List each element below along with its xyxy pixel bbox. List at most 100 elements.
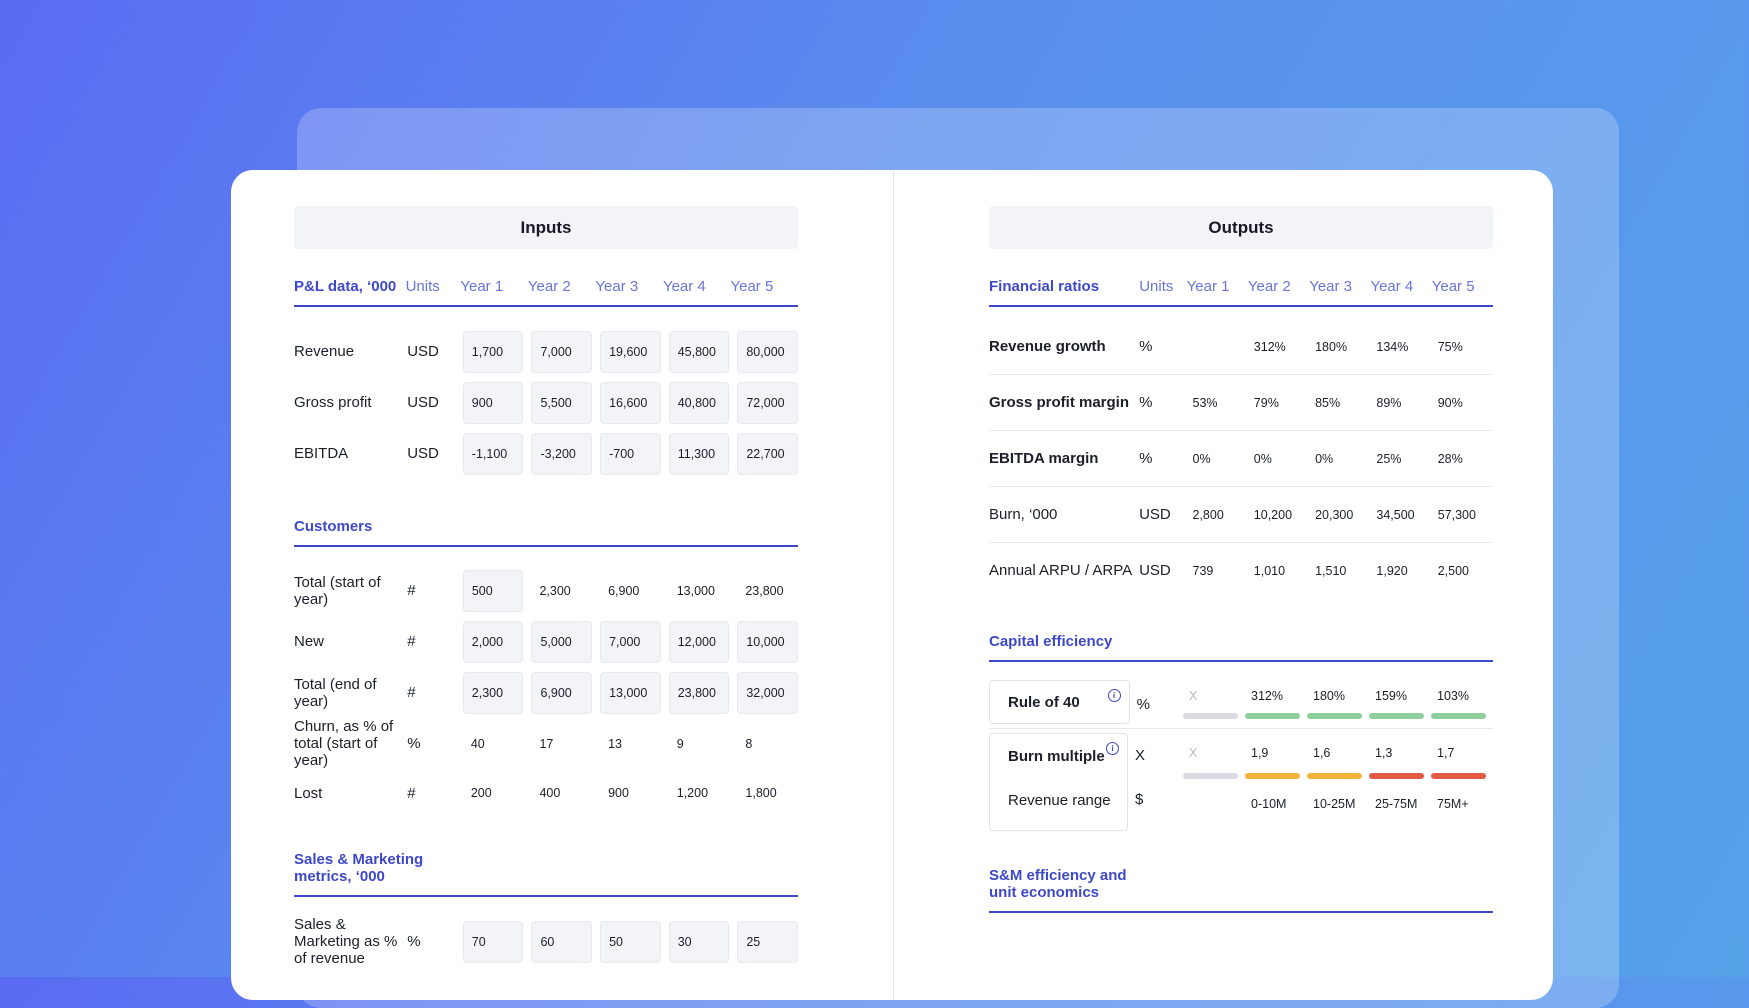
input-cell[interactable]: -700 bbox=[600, 432, 661, 475]
value-cell: 13,000 bbox=[676, 583, 715, 598]
input-cell[interactable]: 72,000 bbox=[737, 381, 798, 424]
input-cell[interactable]: 12,000 bbox=[668, 620, 730, 663]
row-unit: % bbox=[1139, 338, 1153, 355]
input-cell[interactable]: 7,000 bbox=[600, 620, 661, 663]
value-cell: 1,7 bbox=[1437, 746, 1455, 760]
value-cell: 1,800 bbox=[745, 786, 777, 800]
input-cell[interactable]: 16,600 bbox=[600, 381, 661, 424]
input-cell[interactable]: 23,800 bbox=[668, 671, 730, 714]
row-label: Burn, ‘000 bbox=[989, 506, 1058, 523]
pl-header: P&L data, ‘000 Units Year 1 Year 2 Year … bbox=[294, 257, 798, 307]
customers-row-lost: Lost # 200 400 900 1,200 1,800 bbox=[294, 769, 798, 817]
year-2-header: Year 2 bbox=[527, 278, 571, 295]
info-icon[interactable]: i bbox=[1106, 742, 1119, 755]
value-cell: 200 bbox=[470, 786, 492, 800]
input-cell[interactable]: 45,800 bbox=[668, 330, 730, 373]
input-cell[interactable]: 32,000 bbox=[737, 671, 798, 714]
input-cell[interactable]: 25 bbox=[737, 920, 798, 963]
burn-units: X $ bbox=[1135, 733, 1183, 835]
input-cell[interactable]: 900 bbox=[462, 381, 524, 424]
input-cell[interactable]: 500 bbox=[462, 569, 524, 612]
row-unit: USD bbox=[1139, 506, 1171, 523]
row-label: Gross profit bbox=[294, 394, 372, 411]
input-cell[interactable]: 50 bbox=[600, 920, 661, 963]
burn-multiple-badge[interactable]: Burn multiple i Revenue range bbox=[989, 733, 1128, 831]
input-cell[interactable]: 22,700 bbox=[737, 432, 798, 475]
value-cell: 103% bbox=[1437, 689, 1469, 703]
value-cell: 40 bbox=[470, 736, 485, 751]
row-label: Sales & Marketing as % of revenue bbox=[294, 916, 398, 967]
input-cell[interactable]: -1,100 bbox=[462, 432, 524, 475]
value-cell: 180% bbox=[1315, 339, 1348, 354]
value-cell: 180% bbox=[1313, 689, 1345, 703]
inputs-panel: Inputs P&L data, ‘000 Units Year 1 Year … bbox=[294, 206, 798, 967]
value-cell: X bbox=[1189, 689, 1198, 703]
input-cell[interactable]: 30 bbox=[668, 920, 730, 963]
value-cell: 134% bbox=[1376, 339, 1409, 354]
rule-of-40-badge[interactable]: Rule of 40 i bbox=[989, 680, 1130, 724]
input-cell[interactable]: -3,200 bbox=[531, 432, 593, 475]
customers-header: Customers bbox=[294, 497, 798, 547]
row-label: Total (start of year) bbox=[294, 573, 381, 608]
input-cell[interactable]: 2,000 bbox=[462, 620, 524, 663]
value-cell: 159% bbox=[1375, 689, 1407, 703]
value-cell: 13 bbox=[608, 736, 623, 751]
customers-section-title: Customers bbox=[294, 518, 373, 535]
input-cell[interactable]: 70 bbox=[462, 920, 524, 963]
outputs-panel: Outputs Financial ratios Units Year 1 Ye… bbox=[989, 206, 1493, 913]
inputs-title: Inputs bbox=[294, 206, 798, 249]
row-label: Total (end of year) bbox=[294, 675, 377, 710]
row-unit: X bbox=[1135, 746, 1146, 764]
value-cell: 1,200 bbox=[676, 786, 709, 800]
input-cell[interactable]: 7,000 bbox=[531, 330, 593, 373]
sales-row-sm-pct: Sales & Marketing as % of revenue % 70 6… bbox=[294, 916, 798, 967]
value-cell: 6,900 bbox=[608, 583, 640, 598]
input-cell[interactable]: 80,000 bbox=[737, 330, 798, 373]
sales-header: Sales & Marketing metrics, ‘000 bbox=[294, 837, 798, 897]
value-cell: 1,510 bbox=[1315, 563, 1347, 578]
input-cell[interactable]: 40,800 bbox=[668, 381, 730, 424]
value-cell: 312% bbox=[1251, 689, 1283, 703]
customers-row-churn: Churn, as % of total (start of year) % 4… bbox=[294, 718, 798, 769]
input-cell[interactable]: 10,000 bbox=[737, 620, 798, 663]
input-cell[interactable]: 6,900 bbox=[531, 671, 593, 714]
year-1-header: Year 1 bbox=[460, 278, 504, 295]
score-bar bbox=[1183, 773, 1238, 779]
value-cell: 57,300 bbox=[1437, 507, 1476, 522]
year-3-header: Year 3 bbox=[1309, 278, 1353, 295]
input-cell[interactable]: 60 bbox=[531, 920, 593, 963]
input-cell[interactable]: 5,000 bbox=[531, 620, 593, 663]
input-cell[interactable]: 1,700 bbox=[462, 330, 524, 373]
pl-row-gross-profit: Gross profit USD 900 5,500 16,600 40,800… bbox=[294, 377, 798, 428]
burn-multiple-row: Burn multiple i Revenue range X $ X 1,9 … bbox=[989, 733, 1493, 835]
year-3-header: Year 3 bbox=[595, 278, 639, 295]
score-bar bbox=[1369, 713, 1424, 719]
row-label: New bbox=[294, 633, 325, 650]
panel-divider bbox=[893, 170, 894, 1000]
score-bar bbox=[1245, 773, 1300, 779]
row-unit: # bbox=[407, 582, 416, 599]
row-label: EBITDA bbox=[294, 445, 349, 462]
pl-row-revenue: Revenue USD 1,700 7,000 19,600 45,800 80… bbox=[294, 326, 798, 377]
input-cell[interactable]: 2,300 bbox=[462, 671, 524, 714]
input-cell[interactable]: 13,000 bbox=[600, 671, 661, 714]
info-icon[interactable]: i bbox=[1107, 689, 1121, 702]
value-cell: 8 bbox=[745, 736, 753, 751]
capital-section-title: Capital efficiency bbox=[989, 633, 1113, 650]
input-cell[interactable]: 5,500 bbox=[531, 381, 593, 424]
input-cell[interactable]: 11,300 bbox=[668, 432, 730, 475]
row-unit: # bbox=[407, 784, 416, 802]
range-cell: 75M+ bbox=[1437, 797, 1469, 811]
value-cell: 79% bbox=[1253, 395, 1279, 410]
row-label: Lost bbox=[294, 784, 323, 802]
value-cell: 34,500 bbox=[1376, 507, 1415, 522]
sm-section-title: S&M efficiency and unit economics bbox=[989, 867, 1127, 901]
row-unit: # bbox=[407, 633, 416, 650]
value-cell: 0% bbox=[1315, 451, 1334, 466]
score-bar bbox=[1431, 773, 1486, 779]
row-label: Revenue growth bbox=[989, 338, 1106, 355]
year-1-header: Year 1 bbox=[1186, 278, 1230, 295]
score-bar bbox=[1307, 773, 1362, 779]
input-cell[interactable]: 19,600 bbox=[600, 330, 661, 373]
range-cell: 10-25M bbox=[1313, 797, 1356, 811]
